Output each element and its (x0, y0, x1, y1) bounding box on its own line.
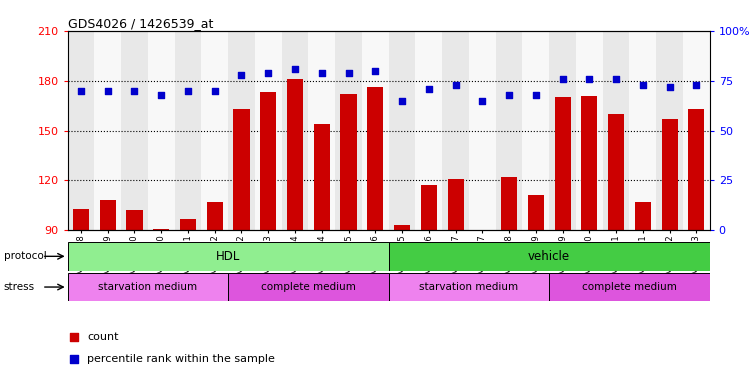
Bar (421, 185, 437, 230)
Bar (228, 31, 255, 230)
Point (289, 66, 301, 72)
Point (262, 70, 274, 76)
Bar (629, 31, 656, 230)
Bar (309, 31, 335, 230)
Bar (201, 31, 228, 230)
Point (515, 18, 527, 24)
Bar (68, 31, 95, 230)
Text: count: count (87, 331, 119, 341)
Bar (335, 31, 362, 230)
Bar (314, 124, 330, 230)
Bar (340, 94, 357, 230)
Bar (180, 219, 196, 230)
Point (664, 84, 676, 90)
Bar (207, 202, 223, 230)
Bar (608, 114, 624, 230)
Bar (100, 200, 116, 230)
Bar (261, 92, 276, 230)
Point (584, 76, 596, 82)
Point (101, 88, 113, 94)
Bar (148, 31, 174, 230)
Bar (174, 31, 201, 230)
Bar (68, 273, 228, 301)
Bar (228, 273, 389, 301)
Bar (554, 97, 571, 230)
Bar (287, 79, 303, 230)
Bar (255, 31, 282, 230)
Point (556, 76, 569, 82)
Bar (121, 31, 148, 230)
Point (155, 91, 167, 98)
Point (450, 81, 462, 88)
Bar (367, 87, 383, 230)
Point (423, 86, 435, 92)
Bar (73, 209, 89, 230)
Bar (635, 202, 651, 230)
Bar (442, 31, 469, 230)
Text: protocol: protocol (4, 251, 47, 262)
Text: starvation medium: starvation medium (419, 282, 518, 292)
Text: starvation medium: starvation medium (98, 282, 198, 292)
Bar (389, 273, 549, 301)
Bar (683, 31, 710, 230)
Bar (501, 177, 517, 230)
Bar (549, 273, 710, 301)
Bar (469, 31, 496, 230)
Text: percentile rank within the sample: percentile rank within the sample (87, 354, 275, 364)
Bar (389, 242, 710, 271)
Bar (68, 242, 389, 271)
Text: GDS4026 / 1426539_at: GDS4026 / 1426539_at (68, 17, 213, 30)
Bar (126, 210, 143, 230)
Bar (362, 31, 389, 230)
Bar (581, 96, 597, 230)
Bar (528, 195, 544, 230)
Bar (549, 31, 576, 230)
Bar (656, 31, 683, 230)
Bar (523, 31, 549, 230)
Point (75, 88, 87, 94)
Bar (153, 229, 169, 230)
Bar (234, 109, 249, 230)
Point (690, 81, 702, 88)
Text: vehicle: vehicle (528, 250, 570, 263)
Point (610, 76, 622, 82)
Text: HDL: HDL (216, 250, 240, 263)
Text: complete medium: complete medium (582, 282, 677, 292)
Point (315, 70, 327, 76)
Bar (282, 31, 309, 230)
Bar (415, 31, 442, 230)
Bar (688, 109, 704, 230)
Point (515, 217, 527, 223)
Text: complete medium: complete medium (261, 282, 356, 292)
Point (342, 70, 354, 76)
Bar (576, 31, 602, 230)
Bar (448, 179, 463, 230)
Point (182, 88, 194, 94)
Point (369, 68, 382, 74)
Point (529, 91, 541, 98)
Point (128, 88, 140, 94)
Point (503, 91, 515, 98)
Text: stress: stress (4, 282, 35, 292)
Point (396, 98, 408, 104)
Bar (496, 31, 523, 230)
Bar (389, 31, 415, 230)
Point (637, 81, 649, 88)
Bar (394, 225, 410, 230)
Bar (95, 31, 121, 230)
Point (209, 88, 221, 94)
Point (236, 71, 248, 78)
Point (476, 98, 488, 104)
Bar (662, 119, 677, 230)
Bar (602, 31, 629, 230)
